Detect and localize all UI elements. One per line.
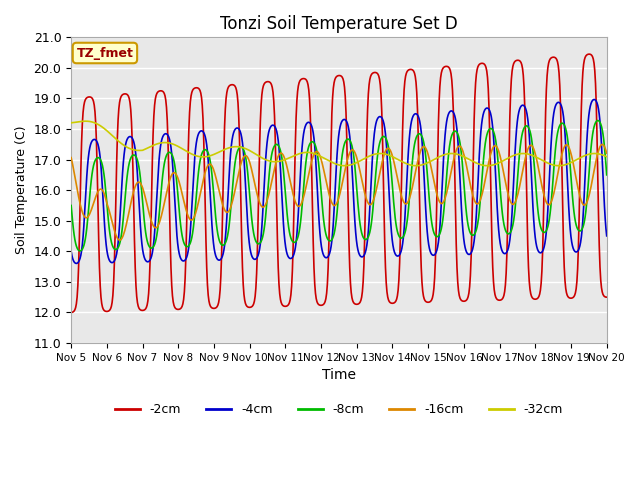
-4cm — [603, 233, 611, 239]
-2cm — [67, 310, 75, 315]
-16cm — [188, 217, 195, 223]
-16cm — [420, 144, 428, 150]
Line: -4cm: -4cm — [71, 99, 607, 264]
-2cm — [420, 293, 428, 299]
-32cm — [412, 163, 420, 168]
-16cm — [67, 155, 75, 160]
-2cm — [404, 68, 412, 73]
-32cm — [77, 119, 84, 124]
-4cm — [420, 176, 428, 182]
-8cm — [77, 247, 85, 253]
Y-axis label: Soil Temperature (C): Soil Temperature (C) — [15, 126, 28, 254]
Title: Tonzi Soil Temperature Set D: Tonzi Soil Temperature Set D — [220, 15, 458, 33]
-16cm — [598, 142, 606, 147]
-2cm — [132, 283, 140, 288]
-8cm — [603, 172, 611, 178]
-4cm — [133, 161, 141, 167]
-4cm — [590, 96, 598, 102]
-8cm — [216, 238, 223, 243]
-2cm — [603, 294, 611, 300]
-32cm — [188, 151, 195, 156]
-16cm — [133, 180, 141, 186]
-16cm — [404, 198, 412, 204]
Text: TZ_fmet: TZ_fmet — [77, 47, 133, 60]
-32cm — [404, 162, 412, 168]
Line: -32cm: -32cm — [71, 121, 607, 166]
-16cm — [603, 150, 611, 156]
X-axis label: Time: Time — [322, 368, 356, 382]
-16cm — [116, 237, 124, 243]
-16cm — [216, 190, 223, 195]
-32cm — [81, 118, 89, 124]
Line: -2cm: -2cm — [71, 54, 607, 312]
-4cm — [404, 145, 412, 151]
-32cm — [67, 120, 75, 126]
-8cm — [594, 118, 602, 123]
-32cm — [133, 147, 141, 153]
-32cm — [216, 149, 223, 155]
Legend: -2cm, -4cm, -8cm, -16cm, -32cm: -2cm, -4cm, -8cm, -16cm, -32cm — [109, 398, 568, 421]
-8cm — [67, 203, 75, 208]
-4cm — [188, 217, 195, 223]
-8cm — [420, 142, 428, 148]
-32cm — [603, 154, 611, 159]
-16cm — [77, 204, 84, 210]
-8cm — [404, 205, 412, 211]
Line: -8cm: -8cm — [71, 120, 607, 251]
-4cm — [216, 257, 223, 263]
-2cm — [585, 51, 593, 57]
-32cm — [421, 161, 429, 167]
-4cm — [77, 248, 85, 254]
-2cm — [215, 300, 223, 305]
-8cm — [133, 155, 141, 161]
-2cm — [186, 99, 194, 105]
-4cm — [72, 261, 80, 266]
-8cm — [76, 248, 84, 254]
-2cm — [77, 167, 84, 173]
-8cm — [188, 238, 195, 243]
-4cm — [67, 248, 75, 254]
Line: -16cm: -16cm — [71, 144, 607, 240]
